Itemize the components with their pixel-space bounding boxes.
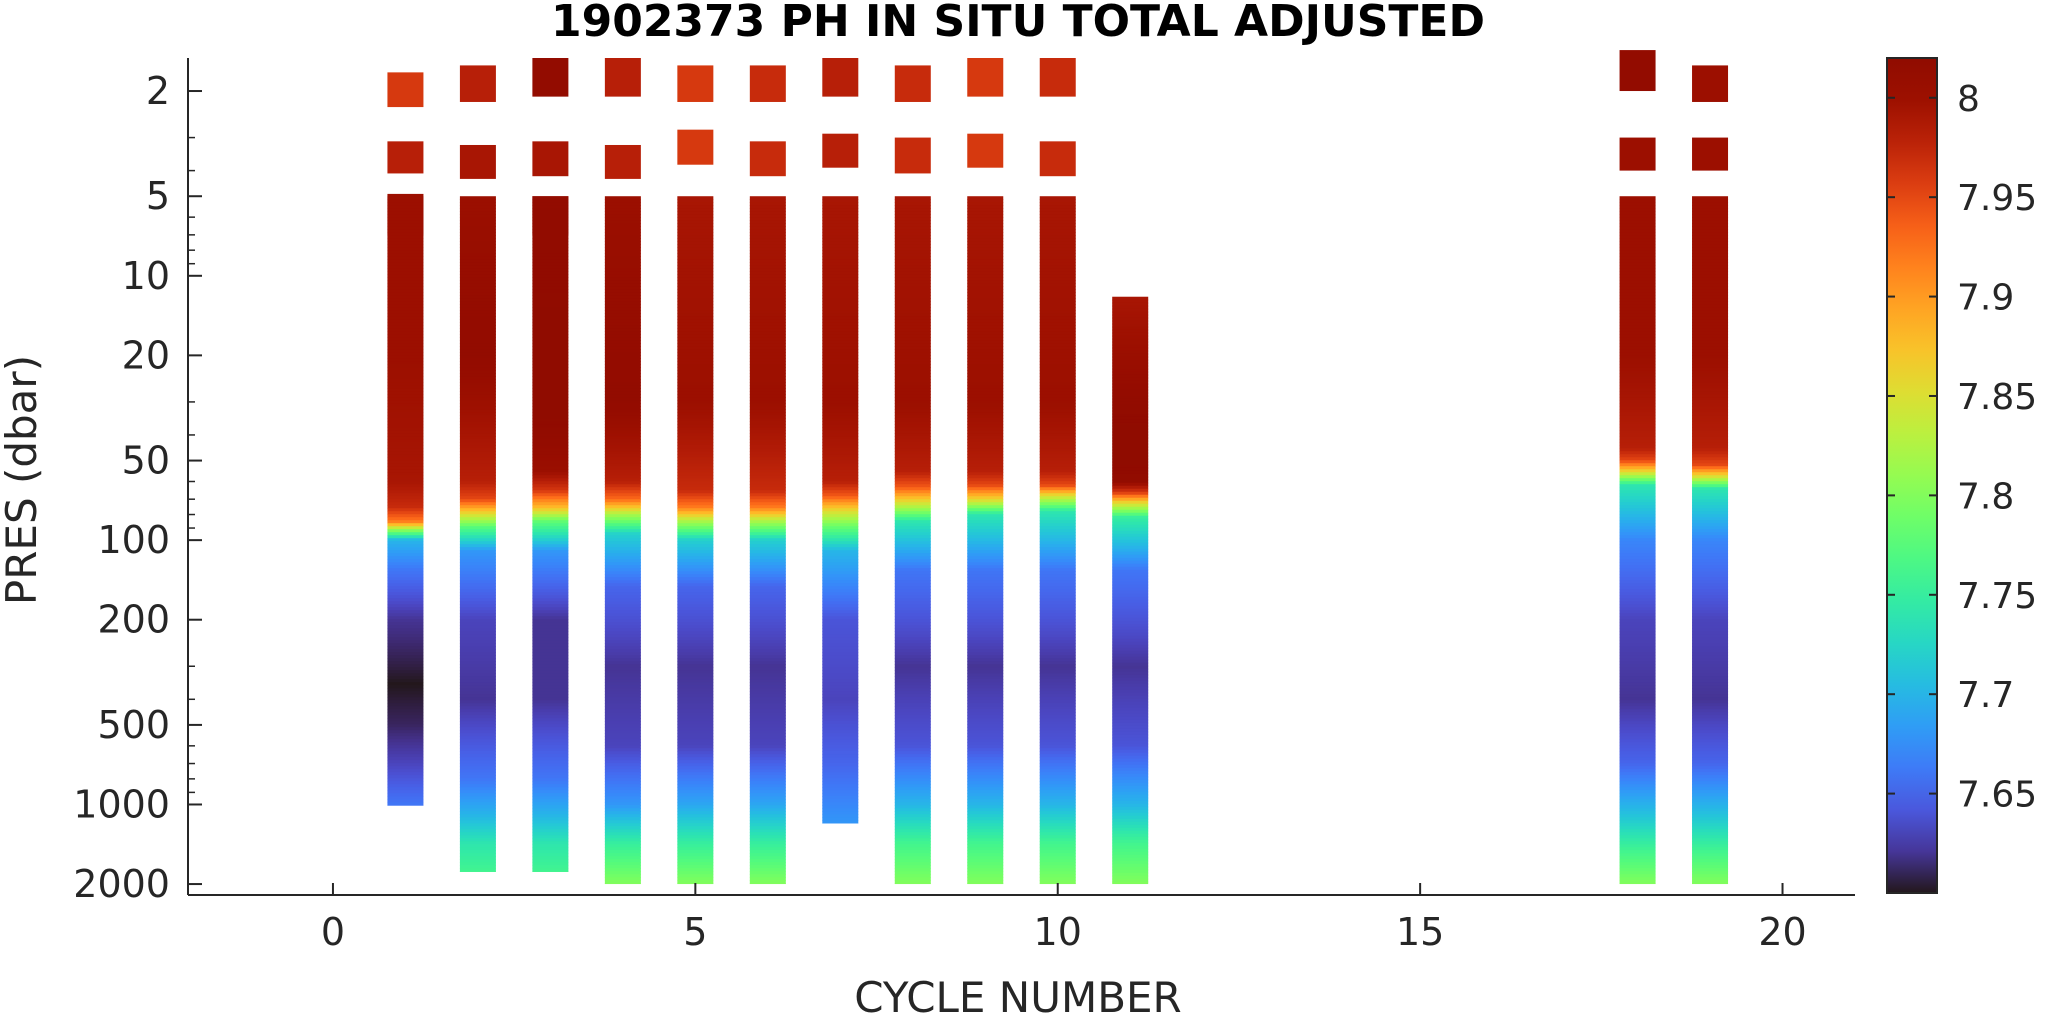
- surface-sample-cell: [967, 58, 1003, 97]
- profile-cycle-7: [822, 58, 858, 823]
- surface-sample-cell: [1040, 141, 1076, 176]
- y-axis-label: PRES (dbar): [0, 355, 46, 605]
- surface-sample-cell: [1692, 138, 1728, 171]
- colorbar-tick-label: 7.8: [1957, 476, 2014, 517]
- colorbar-gradient: [1887, 58, 1937, 893]
- surface-sample-cell: [822, 134, 858, 168]
- profile-cycle-2: [460, 65, 496, 872]
- profile-cycle-3: [532, 58, 568, 872]
- chart-title: 1902373 PH IN SITU TOTAL ADJUSTED: [551, 0, 1485, 47]
- surface-sample-cell: [750, 65, 786, 102]
- profile-cycle-18: [1620, 50, 1656, 884]
- profile-cycle-8: [895, 65, 931, 884]
- profile-cell: [1112, 882, 1148, 884]
- y-tick-label: 5: [146, 174, 170, 218]
- y-tick-label: 100: [97, 518, 170, 562]
- surface-sample-cell: [605, 58, 641, 97]
- colorbar-tick-label: 7.75: [1957, 576, 2037, 617]
- profile-cell: [895, 883, 931, 884]
- surface-sample-cell: [750, 141, 786, 176]
- y-tick-label: 2: [146, 69, 170, 113]
- y-tick-label: 10: [122, 254, 170, 298]
- y-tick-label: 1000: [73, 782, 170, 826]
- profile-cell: [460, 871, 496, 872]
- profile-cycle-6: [750, 65, 786, 884]
- x-axis-ticks: 0 5 10 15 20: [321, 883, 1807, 954]
- colorbar-tick-label: 7.7: [1957, 675, 2014, 716]
- surface-sample-cell: [1692, 65, 1728, 102]
- colorbar-tick-label: 7.65: [1957, 775, 2037, 816]
- surface-sample-cell: [532, 58, 568, 97]
- profile-cycle-5: [677, 65, 713, 884]
- x-tick-label: 5: [683, 910, 707, 954]
- x-tick-label: 20: [1758, 910, 1806, 954]
- x-tick-label: 10: [1034, 910, 1082, 954]
- profile-cycle-9: [967, 58, 1003, 884]
- colorbar: 7.65 7.7 7.75 7.8 7.85 7.9 7.95 8: [1887, 58, 2037, 893]
- surface-sample-cell: [677, 130, 713, 165]
- surface-sample-cell: [895, 138, 931, 174]
- profile-cell: [967, 883, 1003, 884]
- y-axis-ticks: 2 5 10 20 50 100 200 500 1000 2000: [73, 69, 202, 906]
- surface-sample-cell: [460, 65, 496, 102]
- profile-cycle-10: [1040, 58, 1076, 884]
- profile-cell: [822, 820, 858, 823]
- profile-cell: [750, 883, 786, 884]
- colorbar-tick-label: 7.85: [1957, 377, 2037, 418]
- surface-sample-cell: [460, 145, 496, 179]
- profile-cell: [387, 802, 423, 805]
- surface-sample-cell: [605, 145, 641, 179]
- surface-sample-cell: [1620, 50, 1656, 91]
- x-tick-label: 15: [1396, 910, 1444, 954]
- profile-cell: [605, 883, 641, 884]
- y-tick-label: 20: [122, 333, 170, 377]
- y-tick-label: 500: [97, 703, 170, 747]
- surface-sample-cell: [677, 65, 713, 102]
- y-tick-label: 2000: [73, 862, 170, 906]
- x-tick-label: 0: [321, 910, 345, 954]
- colorbar-tick-label: 7.9: [1957, 278, 2014, 319]
- x-axis-label: CYCLE NUMBER: [854, 973, 1182, 1017]
- profile-cell: [1620, 883, 1656, 884]
- y-tick-label: 200: [97, 598, 170, 642]
- surface-sample-cell: [387, 141, 423, 173]
- colorbar-tick-label: 7.95: [1957, 178, 2037, 219]
- surface-sample-cell: [387, 72, 423, 107]
- plot-area: [387, 50, 1728, 884]
- colorbar-tick-label: 8: [1957, 79, 1980, 120]
- profile-cycle-4: [605, 58, 641, 884]
- surface-sample-cell: [967, 134, 1003, 168]
- surface-sample-cell: [822, 58, 858, 97]
- surface-sample-cell: [1620, 138, 1656, 171]
- surface-sample-cell: [1040, 58, 1076, 97]
- profile-cycle-11: [1112, 297, 1148, 884]
- profile-cell: [1692, 883, 1728, 884]
- profile-cell: [532, 871, 568, 872]
- profile-cycle-19: [1692, 65, 1728, 884]
- surface-sample-cell: [532, 141, 568, 176]
- surface-sample-cell: [895, 65, 931, 102]
- y-tick-label: 50: [122, 439, 170, 483]
- profile-cycle-1: [387, 72, 423, 805]
